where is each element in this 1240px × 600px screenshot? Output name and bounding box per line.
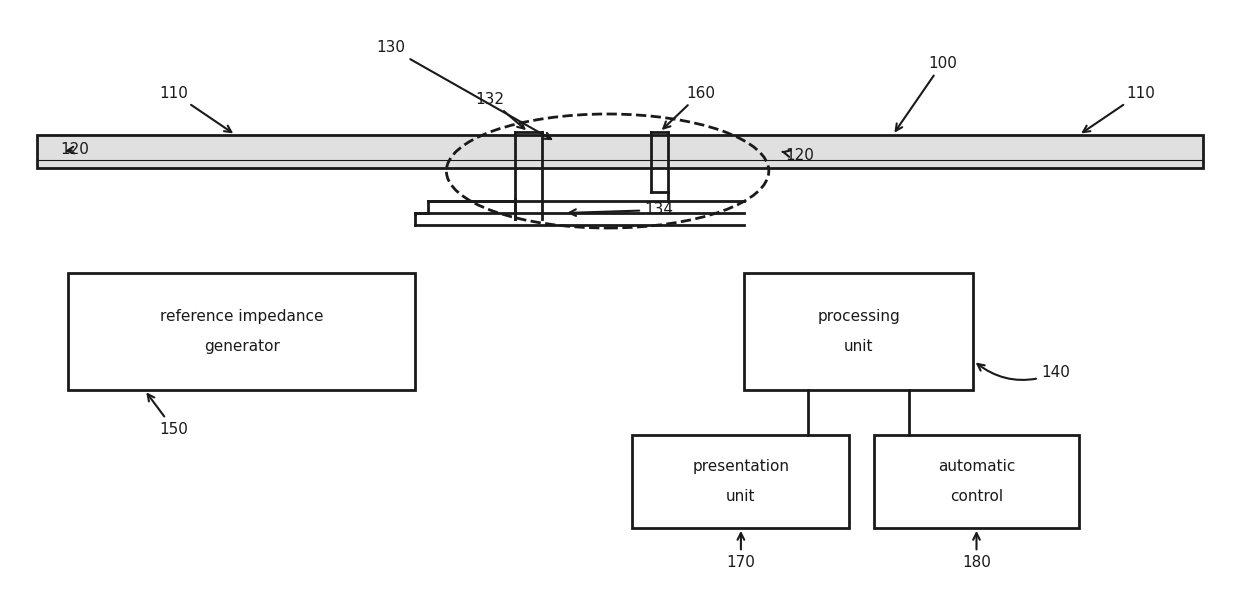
- Text: 150: 150: [148, 394, 188, 437]
- Bar: [744, 273, 973, 390]
- Text: presentation: presentation: [692, 459, 790, 474]
- Bar: [37, 135, 1203, 168]
- Text: unit: unit: [727, 489, 755, 504]
- Text: automatic: automatic: [937, 459, 1016, 474]
- Text: unit: unit: [844, 339, 873, 354]
- Text: 120: 120: [782, 148, 815, 163]
- Text: 140: 140: [977, 364, 1070, 380]
- Text: 110: 110: [1083, 85, 1156, 132]
- Text: generator: generator: [203, 339, 280, 354]
- Text: 130: 130: [376, 40, 551, 139]
- Text: 160: 160: [663, 85, 715, 128]
- Text: 110: 110: [159, 85, 232, 132]
- Bar: [874, 435, 1079, 528]
- Text: control: control: [950, 489, 1003, 504]
- Text: 180: 180: [962, 533, 991, 570]
- Text: 134: 134: [569, 202, 673, 217]
- Bar: [632, 435, 849, 528]
- Text: 100: 100: [895, 55, 957, 131]
- Text: processing: processing: [817, 309, 900, 324]
- Text: 120: 120: [60, 142, 89, 157]
- Text: reference impedance: reference impedance: [160, 309, 324, 324]
- Bar: [68, 273, 415, 390]
- Text: 132: 132: [475, 91, 525, 128]
- Text: 170: 170: [727, 533, 755, 570]
